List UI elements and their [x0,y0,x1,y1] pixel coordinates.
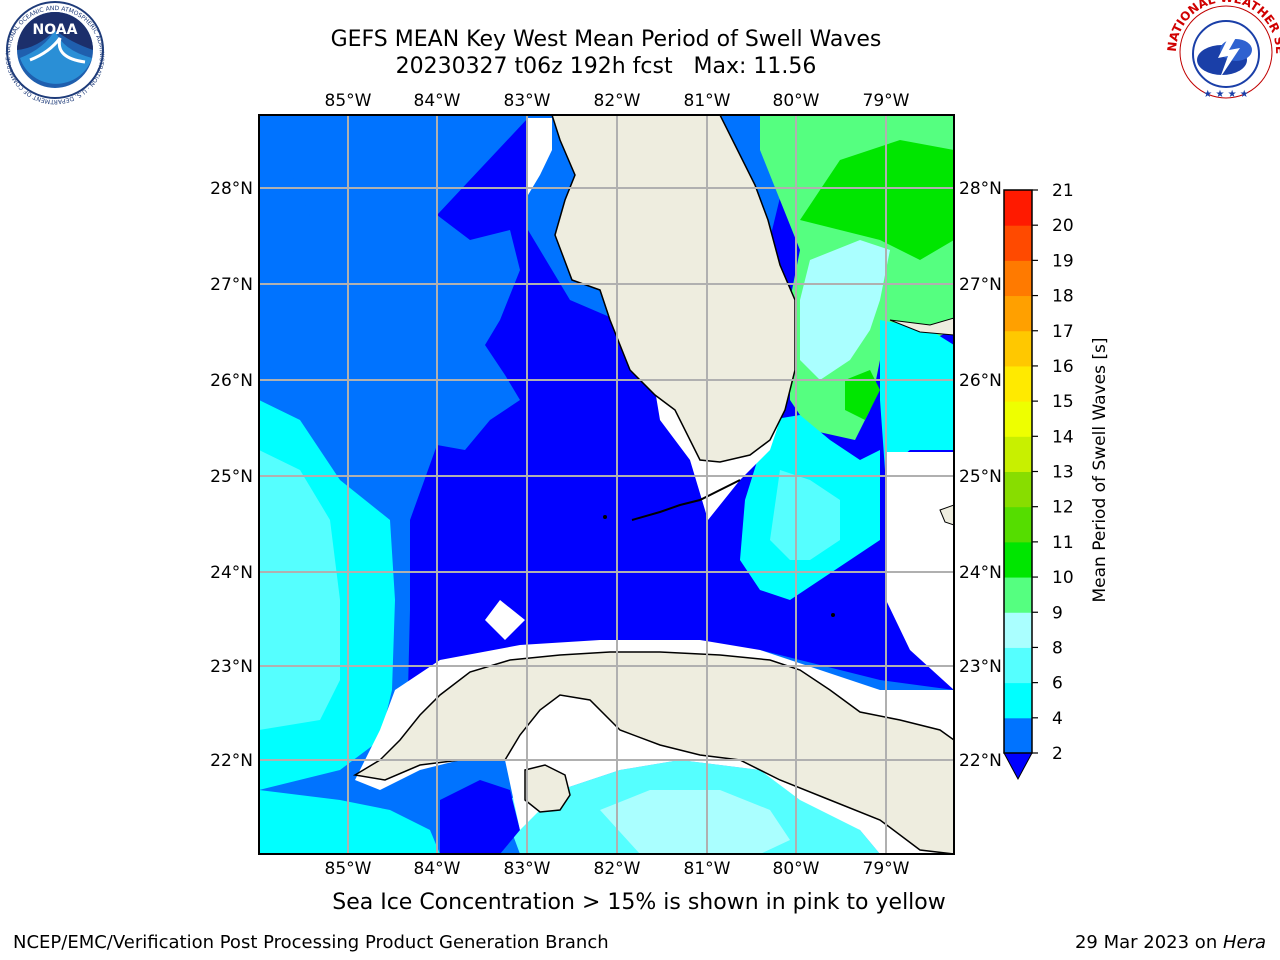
lat-label-right: 28°N [959,179,1002,199]
colorbar-segment [1004,295,1032,332]
lat-label-left: 23°N [210,657,253,677]
sea-ice-note: Sea Ice Concentration > 15% is shown in … [332,890,946,915]
colorbar-segment [1004,330,1032,367]
colorbar-tick-label: 2 [1052,744,1063,764]
lat-label-right: 27°N [959,275,1002,295]
colorbar-segment [1004,647,1032,684]
colorbar-tick-label: 18 [1052,287,1074,307]
colorbar-ticks: 2 4 6 8 9 10 11 12 13 14 15 16 17 18 19 20 21 [1032,181,1074,764]
lat-label-left: 24°N [210,563,253,583]
colorbar-segment [1004,260,1032,297]
colorbar-tick-label: 16 [1052,357,1074,377]
lon-label-top: 80°W [773,91,820,111]
lon-labels-bottom: 85°W 84°W 83°W 82°W 81°W 80°W 79°W [325,859,910,879]
lon-labels-top: 85°W 84°W 83°W 82°W 81°W 80°W 79°W [325,91,910,111]
lat-label-right: 25°N [959,467,1002,487]
florida-land [551,115,796,463]
colorbar-segment [1004,436,1032,472]
lat-label-left: 28°N [210,179,253,199]
colorbar-tick-label: 21 [1052,181,1074,201]
lat-label-right: 24°N [959,563,1002,583]
map-title-line-2: 20230327 t06z 192h fcst Max: 11.56 [395,54,817,79]
lat-label-left: 25°N [210,467,253,487]
map-title-line-1: GEFS MEAN Key West Mean Period of Swell … [330,27,882,52]
lat-labels-left: 28°N 27°N 26°N 25°N 24°N 23°N 22°N [210,179,253,771]
lon-label-top: 81°W [684,91,731,111]
svg-text:★ ★ ★ ★: ★ ★ ★ ★ [1203,89,1248,100]
lon-label-bottom: 81°W [684,859,731,879]
colorbar-tick-label: 20 [1052,216,1074,236]
map-frame [258,114,955,855]
colorbar-tick-label: 13 [1052,463,1074,483]
colorbar-tick-label: 10 [1052,568,1074,588]
colorbar-label: Mean Period of Swell Waves [s] [1090,338,1110,603]
colorbar-tick-label: 8 [1052,638,1063,658]
colorbar-segment [1004,471,1032,508]
colorbar-tick-label: 15 [1052,392,1074,412]
colorbar-tick-label: 19 [1052,251,1074,271]
lon-label-top: 79°W [863,91,910,111]
lon-label-bottom: 79°W [863,859,910,879]
colorbar-extend-arrow [1003,752,1033,781]
noaa-logo: NOAA NATIONAL OCEANIC AND ATMOSPHERIC AD… [5,1,105,105]
colorbar-segment [1004,506,1032,543]
lon-label-bottom: 82°W [594,859,641,879]
lon-label-top: 82°W [594,91,641,111]
graticule [259,115,954,854]
colorbar-segment [1004,365,1032,402]
lat-label-left: 26°N [210,371,253,391]
colorbar-segment [1004,401,1032,437]
colorbar-tick-label: 12 [1052,498,1074,518]
colorbar-segment [1004,225,1032,261]
lat-label-right: 26°N [959,371,1002,391]
colorbar-segment [1004,682,1032,719]
lon-label-top: 84°W [414,91,461,111]
colorbar-segments [1003,189,1033,781]
colorbar-segment [1004,577,1032,613]
swell-8-9-region-east [800,240,890,380]
lat-labels-right: 28°N 27°N 26°N 25°N 24°N 23°N 22°N [959,179,1002,771]
colorbar-segment [1004,612,1032,648]
lat-label-left: 27°N [210,275,253,295]
lon-label-bottom: 84°W [414,859,461,879]
swell-10-11-region-east [800,140,954,260]
machine-name: Hera [1222,932,1266,953]
swell-8-9-region-west [259,450,340,730]
cuba-land [352,651,954,854]
colorbar-tick-label: 17 [1052,322,1074,342]
lon-label-bottom: 80°W [773,859,820,879]
date-text: 29 Mar 2023 on [1074,932,1223,953]
colorbar-tick-label: 6 [1052,674,1063,694]
florida-keys [631,479,741,521]
colorbar-segment [1004,190,1032,226]
colorbar-tick-label: 14 [1052,427,1074,447]
nws-logo: NATIONAL WEATHER SERVICE ★ ★ ★ ★ [0,0,1280,100]
lat-label-left: 22°N [210,751,253,771]
colorbar-tick-label: 4 [1052,709,1063,729]
colorbar-segment [1004,717,1032,754]
lat-label-right: 22°N [959,751,1002,771]
colorbar-tick-label: 9 [1052,603,1063,623]
lon-label-bottom: 85°W [325,859,372,879]
lat-label-right: 23°N [959,657,1002,677]
noaa-wordmark: NOAA [33,22,78,38]
colorbar-segment [1004,541,1032,578]
date-stamp: 29 Mar 2023 on Hera [1075,932,1266,953]
lon-label-top: 85°W [325,91,372,111]
colorbar-tick-label: 11 [1052,533,1074,553]
lon-label-top: 83°W [504,91,551,111]
lon-label-bottom: 83°W [504,859,551,879]
credit-text: NCEP/EMC/Verification Post Processing Pr… [13,932,609,953]
